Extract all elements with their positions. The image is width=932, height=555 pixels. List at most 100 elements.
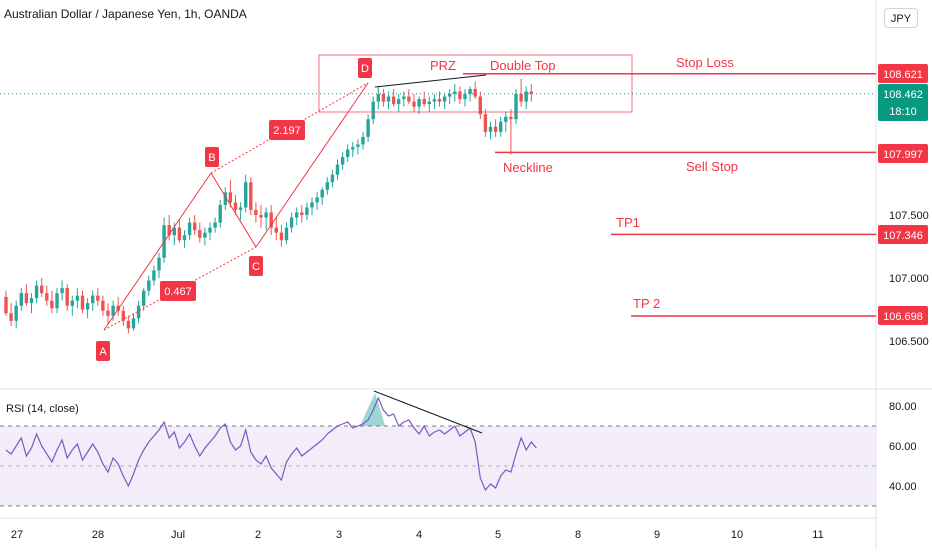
candle-body [391,96,396,105]
candle-body [274,227,278,233]
prz-label[interactable]: PRZ [430,58,456,73]
price-tag-sell-stop: 107.997 [878,144,928,163]
candle-body [519,94,523,102]
stop-loss-label[interactable]: Stop Loss [676,55,734,70]
label-point-d[interactable]: D [358,58,372,78]
price-tag-sell-stop-text: 107.997 [883,149,923,161]
candle-body [514,94,518,120]
retrace-ac[interactable] [103,246,257,331]
candle-body [427,101,431,105]
currency-button[interactable]: JPY [884,8,918,28]
tp2-label[interactable]: TP 2 [633,296,660,311]
candle-body [437,99,442,102]
label-point-d-text: D [361,63,369,75]
candle-body [9,313,13,321]
leg-bc[interactable] [210,172,257,248]
candle-body [45,293,49,301]
candle-body [295,212,299,218]
candle-body [453,91,457,95]
time-tick: 2 [255,529,261,541]
candle-body [509,116,513,120]
candle-body [448,94,452,97]
candle-body [376,94,380,102]
candle-body [499,121,503,132]
leg-ab[interactable] [103,172,212,331]
candle-body [208,227,212,233]
tp1-label[interactable]: TP1 [616,215,640,230]
candle-body [203,232,207,238]
candle-body [305,207,309,215]
candle-body [142,290,146,306]
price-tick: 107.500 [889,210,929,222]
candle-body [366,119,370,137]
time-tick: 11 [812,529,823,541]
candle-body [91,295,95,304]
sell-stop-label[interactable]: Sell Stop [686,159,738,174]
label-point-a-text: A [99,346,107,358]
candle-body [249,182,253,210]
time-tick: Jul [171,529,185,541]
candle-body [29,298,34,304]
candle-body [198,230,202,238]
candle-body [407,96,411,102]
candle-body [473,89,477,97]
label-point-c[interactable]: C [249,256,263,276]
candle-body [228,192,233,203]
ratio-label-ac[interactable]: 0.467 [160,281,196,301]
candle-body [96,295,100,301]
candle-body [264,212,268,218]
candle-body [371,101,375,120]
candle-body [24,293,29,304]
candle-body [300,212,304,215]
price-tag-current: 108.462 18:10 [878,84,928,121]
candle-body [254,209,258,215]
candle-body [417,99,421,107]
candle-body [70,300,74,306]
label-point-c-text: C [252,261,260,273]
rsi-tick: 60.00 [889,441,917,453]
candle-body [136,305,141,319]
candle-body [463,94,467,100]
ratio-label-bd-text: 2.197 [273,125,301,137]
candle-body [187,222,192,236]
candle-body [346,149,350,158]
rsi-divergence-line[interactable] [373,390,483,434]
label-point-b[interactable]: B [205,147,219,167]
current-price-text: 108.462 [883,89,923,101]
candle-body [126,320,131,329]
candle-body [182,235,187,241]
time-tick: 3 [336,529,342,541]
leg-cd[interactable] [255,82,369,248]
rsi-indicator-label[interactable]: RSI (14, close) [6,403,79,415]
candle-body [361,136,365,145]
time-tick: 8 [575,529,581,541]
candle-body [152,270,156,281]
candle-body [397,99,401,105]
price-tag-tp2: 106.698 [878,306,928,325]
rsi-tick: 80.00 [889,401,917,413]
time-tick: 27 [11,529,23,541]
candle-body [213,222,217,228]
time-tick: 4 [416,529,422,541]
ratio-label-bd[interactable]: 2.197 [269,120,305,140]
candle-body [65,288,69,306]
candle-body [238,207,243,210]
candle-body [4,296,8,314]
candle-body [193,222,197,231]
double-top-line[interactable] [374,74,487,88]
candle-body [167,225,171,236]
candle-body [116,305,120,311]
neckline-label[interactable]: Neckline [503,160,553,175]
candle-body [147,280,151,291]
candle-body [279,232,284,241]
chart-title: Australian Dollar / Japanese Yen, 1h, OA… [4,7,247,21]
label-point-a[interactable]: A [96,341,110,361]
double-top-label[interactable]: Double Top [490,58,556,73]
candle-body [121,310,125,321]
candle-body [233,202,238,210]
candle-body [458,91,462,100]
candle-body [351,146,355,150]
prz-box[interactable] [318,54,633,113]
